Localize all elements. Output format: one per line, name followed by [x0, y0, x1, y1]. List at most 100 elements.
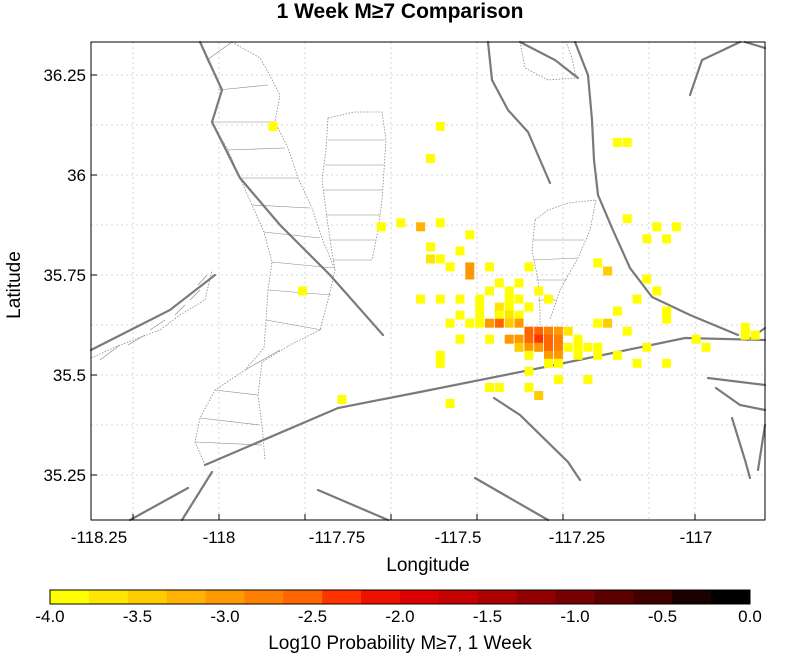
tick-marks: [91, 74, 696, 520]
probability-cell: [593, 258, 603, 268]
probability-cell: [553, 326, 563, 336]
colorbar-swatch: [166, 590, 207, 604]
probability-cell: [445, 262, 455, 272]
probability-cell: [485, 262, 494, 272]
colorbar-tick-label: -3.5: [123, 607, 152, 626]
probability-cell: [435, 254, 445, 264]
probability-cell: [691, 334, 701, 344]
probability-cell: [445, 318, 455, 328]
probability-cell: [514, 294, 524, 304]
probability-cell: [534, 326, 544, 336]
colorbar-swatch: [400, 590, 440, 604]
x-tick-label: -118: [203, 528, 236, 547]
probability-cell: [494, 302, 504, 312]
y-tick-label: 35.25: [43, 466, 86, 485]
chart-title: 1 Week M≥7 Comparison: [276, 0, 524, 23]
colorbar-swatch: [633, 590, 673, 604]
probability-cell: [642, 342, 652, 352]
probability-cells: [268, 121, 760, 408]
probability-cell: [426, 242, 435, 252]
probability-cell: [583, 342, 593, 352]
probability-cell: [514, 334, 524, 344]
x-tick-label: -117.5: [435, 528, 482, 547]
probability-cell: [563, 326, 573, 336]
colorbar-tick-label: -2.5: [298, 607, 327, 626]
probability-cell: [740, 322, 750, 332]
probability-cell: [494, 318, 504, 328]
probability-cell: [337, 395, 347, 404]
probability-cell: [514, 318, 524, 328]
probability-cell: [485, 318, 494, 328]
probability-cell: [455, 246, 465, 256]
probability-cell: [445, 399, 455, 408]
probability-cell: [671, 222, 681, 232]
probability-cell: [632, 358, 642, 368]
probability-cell: [524, 262, 534, 272]
probability-cell: [662, 306, 672, 316]
probability-cell: [563, 342, 573, 352]
probability-cell: [485, 382, 494, 392]
probability-cell: [455, 294, 465, 304]
probability-cell: [583, 374, 593, 384]
probability-cell: [475, 302, 485, 312]
probability-cell: [494, 278, 504, 288]
colorbar-swatch: [711, 590, 751, 604]
probability-cell: [603, 318, 613, 328]
probability-cell: [426, 254, 435, 264]
probability-cell: [485, 334, 494, 344]
gridlines: [91, 42, 765, 520]
probability-cell: [465, 270, 475, 280]
colorbar: [50, 590, 751, 604]
probability-cell: [475, 294, 485, 304]
probability-cell: [455, 334, 465, 344]
probability-cell: [435, 350, 445, 360]
probability-cell: [534, 286, 544, 296]
probability-cell: [504, 294, 514, 304]
probability-cell: [544, 350, 553, 360]
probability-cell: [504, 318, 514, 328]
colorbar-swatch: [516, 590, 557, 604]
probability-cell: [534, 342, 544, 352]
probability-cell: [652, 286, 662, 296]
probability-cell: [524, 350, 534, 360]
probability-cell: [573, 350, 583, 360]
probability-cell: [662, 314, 672, 324]
probability-cell: [524, 382, 534, 392]
probability-cell: [553, 374, 563, 384]
colorbar-tick-label: -1.5: [473, 607, 502, 626]
colorbar-frame: [49, 589, 751, 605]
probability-cell: [622, 214, 632, 224]
probability-cell: [544, 326, 553, 336]
colorbar-tick-label: -0.5: [648, 607, 677, 626]
probability-cell: [435, 121, 445, 131]
x-tick-label: -118.25: [71, 528, 127, 547]
y-tick-label: 35.5: [53, 366, 86, 385]
probability-cell: [622, 137, 632, 147]
probability-cell: [514, 342, 524, 352]
rupture-rungs: [99, 41, 584, 446]
probability-cell: [524, 366, 534, 376]
probability-cell: [622, 326, 632, 336]
probability-cell: [524, 334, 534, 344]
probability-cell: [465, 262, 475, 272]
colorbar-swatch: [361, 590, 401, 604]
colorbar-swatch: [50, 590, 90, 604]
colorbar-swatch: [555, 590, 595, 604]
probability-cell: [435, 218, 445, 228]
probability-cell: [612, 137, 622, 147]
colorbar-swatch: [438, 590, 479, 604]
probability-cell: [573, 334, 583, 344]
probability-cell: [534, 334, 544, 344]
probability-cell: [268, 121, 278, 131]
x-axis-label: Longitude: [386, 555, 469, 576]
probability-cell: [544, 342, 553, 352]
probability-cell: [612, 350, 622, 360]
probability-cell: [593, 342, 603, 352]
colorbar-tick-labels: -4.0 -3.5 -3.0 -2.5 -2.0 -1.5 -1.0 -0.5 0.0: [35, 607, 761, 626]
y-tick-label: 36.25: [43, 66, 86, 85]
probability-cell: [514, 310, 524, 320]
probability-cell: [524, 302, 534, 312]
probability-cell: [524, 342, 534, 352]
probability-cell: [396, 218, 406, 228]
probability-cell: [603, 266, 613, 276]
